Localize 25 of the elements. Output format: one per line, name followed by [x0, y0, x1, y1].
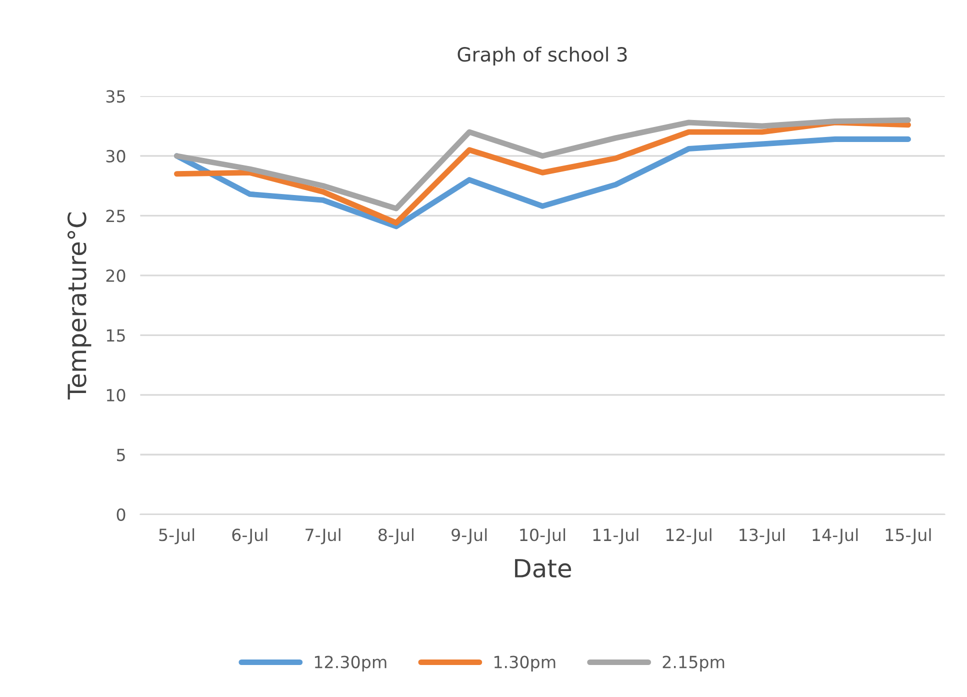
legend-label: 1.30pm	[494, 656, 556, 672]
x-tick-label: 13-Jul	[740, 528, 784, 544]
x-tick-label: 14-Jul	[812, 528, 858, 544]
y-axis-title: Temperature°C	[67, 212, 92, 400]
y-tick-label: 0	[116, 508, 126, 521]
x-tick-label: 8-Jul	[378, 528, 414, 544]
y-tick-label: 25	[106, 210, 125, 222]
x-tick-label: 6-Jul	[232, 528, 268, 544]
x-tick-label: 15-Jul	[886, 528, 931, 544]
x-tick-label: 7-Jul	[306, 528, 340, 544]
x-tick-label: 11-Jul	[593, 528, 638, 544]
x-tick-label: 5-Jul	[159, 528, 194, 544]
y-tick-label: 35	[106, 90, 125, 103]
y-tick-label: 30	[106, 150, 126, 162]
y-tick-label: 10	[106, 388, 126, 402]
x-tick-label: 12-Jul	[666, 528, 712, 544]
legend-label: 2.15pm	[662, 656, 724, 672]
y-tick-label: 20	[106, 269, 126, 282]
y-tick-label: 5	[117, 448, 125, 462]
chart-title: Graph of school 3	[458, 46, 627, 66]
y-tick-label: 15	[106, 329, 125, 342]
legend-label: 12.30pm	[314, 656, 386, 672]
x-axis-title: Date	[515, 559, 572, 578]
x-tick-label: 9-Jul	[452, 528, 487, 544]
x-tick-label: 10-Jul	[520, 528, 566, 544]
